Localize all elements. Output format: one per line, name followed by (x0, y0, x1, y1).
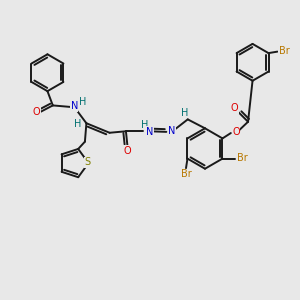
Text: N: N (70, 101, 78, 111)
Text: Br: Br (279, 46, 289, 56)
Text: O: O (124, 146, 131, 156)
Text: O: O (33, 107, 40, 117)
Text: O: O (231, 103, 238, 113)
Text: H: H (181, 108, 188, 118)
Text: H: H (79, 97, 86, 106)
Text: N: N (168, 126, 176, 136)
Text: S: S (84, 158, 90, 167)
Text: Br: Br (181, 169, 192, 179)
Text: H: H (74, 119, 82, 129)
Text: O: O (232, 127, 240, 137)
Text: H: H (141, 120, 148, 130)
Text: N: N (146, 127, 153, 137)
Text: Br: Br (237, 153, 248, 163)
